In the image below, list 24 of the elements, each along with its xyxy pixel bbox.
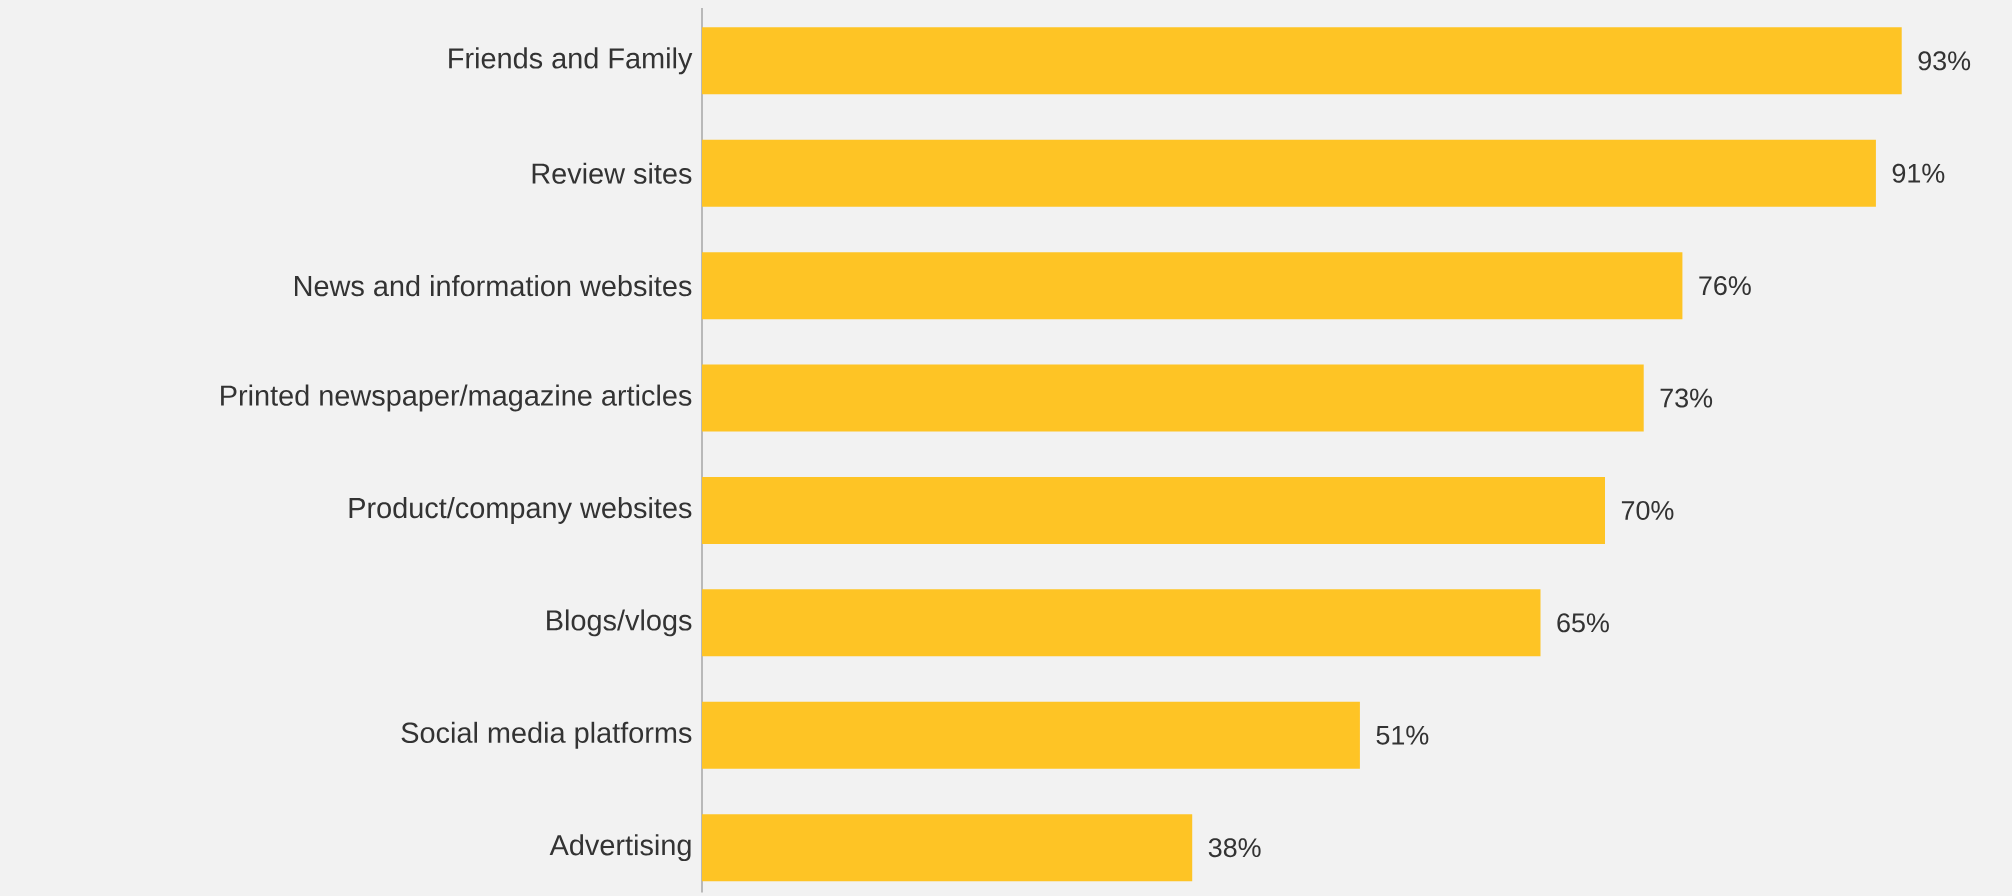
y-tick-label: Social media platforms [401,721,692,749]
data-label: 73% [1660,388,1713,408]
bar [702,139,1876,207]
y-tick-label: Product/company websites [349,496,692,524]
data-label: 65% [1557,613,1609,633]
bar [702,364,1644,432]
y-tick-label: News and information websites [295,275,692,297]
data-label: 38% [1208,838,1261,858]
y-tick-label: Advertising [549,834,691,862]
y-tick-label: Friends and Family [449,47,693,75]
bar [702,27,1902,95]
y-tick-label: Review sites [532,162,692,184]
bar [702,476,1606,544]
bar [702,252,1683,320]
data-label: 76% [1699,276,1751,296]
data-label: 91% [1892,163,1945,183]
bar [702,701,1360,769]
data-label: 70% [1621,500,1674,520]
y-tick-label: Printed newspaper/magazine articles [221,384,692,412]
bar [702,814,1193,882]
data-label: 93% [1918,51,1971,71]
y-tick-label: Blogs/vlogs [547,609,692,637]
bar [702,589,1541,657]
data-label: 51% [1376,725,1429,745]
